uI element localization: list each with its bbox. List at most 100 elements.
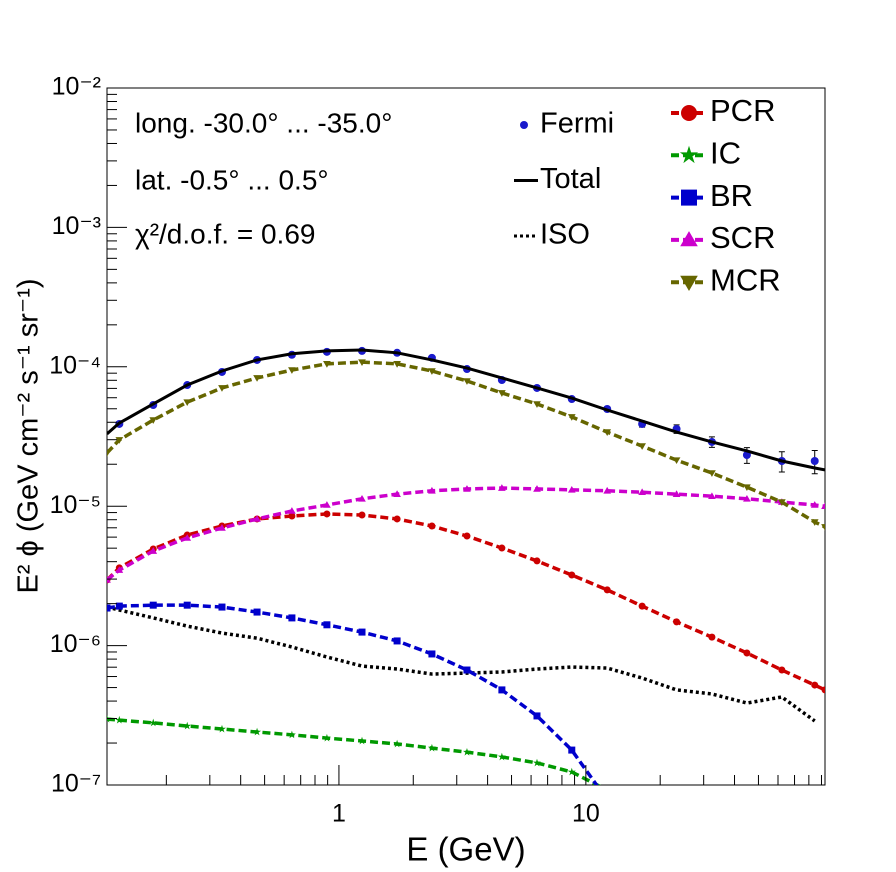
marker <box>183 399 192 406</box>
y-tick-label: 10⁻² <box>52 73 101 101</box>
marker <box>218 385 226 392</box>
y-tick-label: 10⁻³ <box>52 212 101 240</box>
marker <box>672 490 681 497</box>
marker <box>323 361 331 368</box>
marker <box>567 486 576 493</box>
marker <box>681 105 697 121</box>
marker <box>603 486 612 494</box>
marker <box>288 367 296 374</box>
marker <box>428 522 436 530</box>
x-tick-label: 10 <box>572 800 600 828</box>
series-line <box>107 605 816 723</box>
marker <box>183 721 192 730</box>
y-tick-label: 10⁻⁶ <box>50 630 101 658</box>
legend-label: SCR <box>710 220 775 255</box>
marker <box>497 752 506 761</box>
y-tick-label: 10⁻⁴ <box>49 351 101 379</box>
marker <box>428 486 436 494</box>
marker <box>218 524 226 531</box>
marker <box>532 758 541 767</box>
marker <box>358 511 366 519</box>
marker <box>743 649 751 657</box>
marker <box>533 557 541 565</box>
y-tick-label: 10⁻⁵ <box>50 491 101 519</box>
marker <box>708 470 716 477</box>
marker <box>149 417 158 424</box>
marker <box>680 231 698 247</box>
marker <box>533 485 541 492</box>
marker <box>533 401 541 408</box>
marker <box>568 571 576 579</box>
legend-label: PCR <box>710 93 775 128</box>
marker <box>603 429 612 436</box>
marker <box>463 378 471 385</box>
marker <box>463 666 471 674</box>
marker <box>520 121 528 129</box>
marker <box>811 681 819 689</box>
marker <box>568 746 576 754</box>
plot-area <box>107 346 825 785</box>
marker <box>778 499 786 506</box>
marker <box>673 618 681 626</box>
marker <box>107 604 111 612</box>
legend-label: MCR <box>710 262 781 297</box>
marker <box>680 275 698 291</box>
marker <box>810 501 819 508</box>
legend-label: Fermi <box>540 108 614 140</box>
marker <box>778 666 786 674</box>
legend-label: ISO <box>540 219 590 251</box>
marker <box>393 361 401 368</box>
marker <box>183 601 191 609</box>
marker <box>708 633 716 641</box>
marker <box>821 524 825 531</box>
marker <box>810 519 819 526</box>
marker <box>672 457 681 464</box>
marker <box>393 490 401 497</box>
marker <box>567 767 576 776</box>
marker <box>288 507 296 514</box>
marker <box>393 515 401 523</box>
marker <box>115 566 124 573</box>
marker <box>810 456 819 465</box>
marker <box>463 485 471 492</box>
marker <box>708 492 716 499</box>
marker <box>288 512 296 520</box>
marker <box>428 368 436 375</box>
marker <box>115 602 123 610</box>
marker <box>603 586 611 594</box>
marker <box>427 743 436 752</box>
marker <box>358 359 366 366</box>
plot-frame <box>106 87 826 786</box>
marker <box>322 733 331 742</box>
marker <box>393 637 401 645</box>
series-line <box>107 348 825 472</box>
marker <box>428 650 436 658</box>
marker <box>638 443 646 450</box>
legend-label: IC <box>710 135 741 170</box>
marker <box>393 739 402 748</box>
marker <box>287 730 296 739</box>
marker <box>498 686 506 694</box>
marker <box>149 601 157 609</box>
marker <box>218 603 226 611</box>
marker <box>217 724 226 733</box>
marker <box>498 390 506 397</box>
y-tick-label: 10⁻⁷ <box>51 770 101 798</box>
series-line <box>107 360 825 529</box>
legend-label: BR <box>710 178 753 213</box>
marker <box>462 747 471 756</box>
marker <box>743 484 751 491</box>
y-axis-label: E² ϕ (GeV cm⁻² s⁻¹ sr⁻¹) <box>13 278 45 593</box>
marker <box>358 494 366 502</box>
marker <box>638 602 646 610</box>
series-line <box>107 603 599 785</box>
marker <box>115 715 124 724</box>
marker <box>498 544 506 552</box>
marker <box>323 621 331 629</box>
marker <box>253 375 261 382</box>
annotation: long. -30.0° ... -35.0° <box>135 107 392 138</box>
marker <box>821 686 825 694</box>
annotation: lat. -0.5° ... 0.5° <box>135 164 329 195</box>
marker <box>115 437 124 444</box>
